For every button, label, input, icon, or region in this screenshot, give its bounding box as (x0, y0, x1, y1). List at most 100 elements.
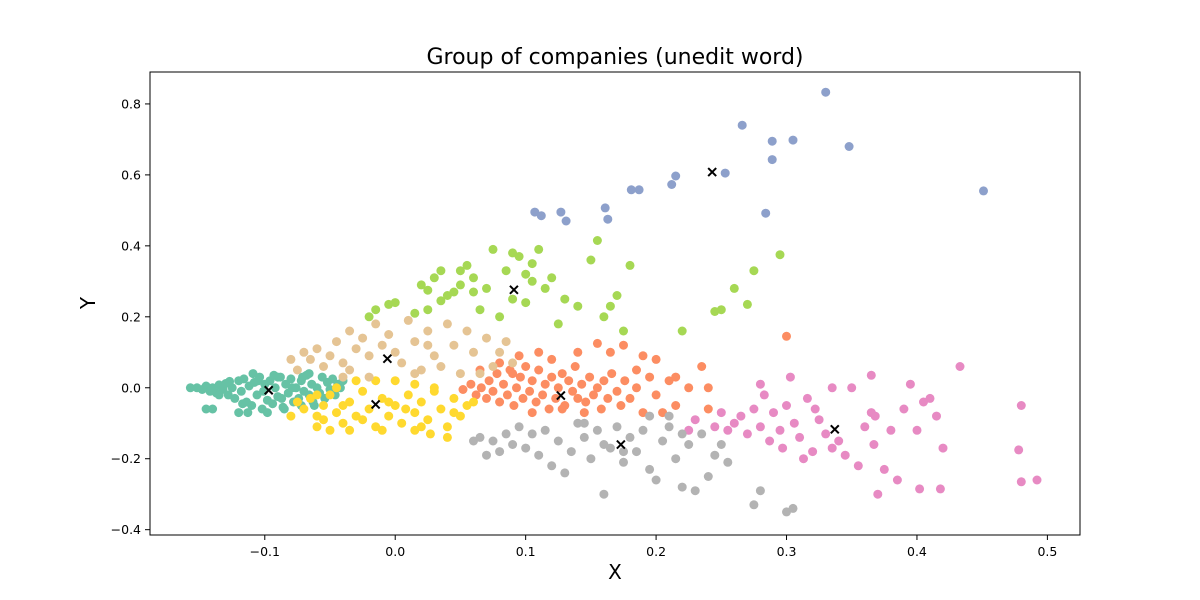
data-point (416, 280, 426, 290)
data-point (371, 305, 381, 315)
centroid-marker (509, 285, 519, 295)
data-point (785, 372, 795, 382)
data-point (869, 440, 879, 449)
data-point (397, 358, 407, 368)
data-point (873, 489, 883, 499)
data-point (645, 372, 655, 382)
data-point (795, 432, 805, 442)
data-point (455, 266, 465, 276)
data-point (616, 401, 626, 410)
data-point (423, 340, 433, 350)
data-point (208, 404, 218, 414)
y-axis-label: Y (76, 296, 100, 310)
data-point (488, 244, 498, 254)
data-point (619, 457, 628, 467)
data-point (551, 393, 561, 403)
data-point (603, 214, 613, 224)
data-point (677, 326, 687, 336)
data-point (775, 250, 785, 260)
data-point (436, 362, 446, 371)
data-point (358, 333, 368, 343)
data-point (573, 347, 583, 357)
data-point (410, 369, 420, 379)
data-point (778, 443, 788, 453)
data-point (509, 401, 519, 410)
data-point (769, 408, 778, 418)
data-point (710, 450, 720, 460)
data-point (810, 404, 820, 414)
data-point (632, 383, 641, 393)
data-point (844, 142, 854, 151)
data-point (262, 408, 272, 418)
data-point (469, 397, 478, 407)
data-point (508, 369, 518, 379)
data-point (508, 358, 518, 368)
data-point (566, 447, 576, 457)
data-point (521, 362, 531, 371)
data-point (476, 383, 486, 393)
data-point (840, 450, 850, 460)
data-point (755, 379, 765, 389)
data-point (742, 299, 752, 309)
data-point (808, 447, 818, 457)
data-point (834, 436, 844, 446)
data-point (720, 168, 730, 178)
data-point (619, 340, 628, 350)
data-point (401, 404, 411, 414)
data-point (782, 331, 791, 341)
data-point (612, 422, 622, 432)
data-point (518, 393, 528, 403)
data-point (915, 484, 925, 494)
data-point (521, 443, 531, 453)
data-point (345, 397, 355, 407)
data-point (225, 376, 235, 386)
data-point (458, 385, 468, 394)
data-point (214, 390, 224, 400)
data-point (620, 376, 630, 386)
data-point (697, 362, 707, 371)
data-point (589, 390, 598, 400)
data-point (585, 372, 595, 382)
x-tick-label: 0.0 (385, 544, 405, 559)
data-point (716, 408, 726, 418)
x-tick-label: 0.5 (1037, 544, 1057, 559)
y-axis-ticks: −0.4 −0.2 0.0 0.2 0.4 0.6 0.8 (111, 96, 150, 537)
data-point (384, 330, 394, 339)
data-point (514, 422, 524, 432)
data-point (449, 408, 459, 418)
data-point (338, 372, 348, 382)
data-point (802, 393, 812, 403)
data-point (442, 422, 452, 432)
data-point (579, 432, 589, 442)
data-point (410, 337, 420, 347)
data-point (761, 208, 771, 218)
data-point (632, 365, 641, 375)
data-point (775, 425, 785, 435)
data-point (534, 244, 544, 254)
centroid-marker (370, 399, 381, 410)
data-point (710, 422, 720, 432)
data-point (860, 422, 870, 432)
centroid-markers (263, 167, 840, 450)
data-point (979, 186, 988, 196)
y-tick-label: −0.2 (111, 451, 141, 466)
data-point (737, 120, 747, 130)
data-point (866, 370, 876, 380)
data-point (534, 347, 544, 357)
data-point (788, 135, 798, 145)
data-point (502, 390, 512, 400)
data-point (619, 326, 628, 336)
data-point (564, 376, 574, 386)
data-point (723, 457, 733, 467)
data-point (570, 362, 580, 371)
data-point (201, 404, 211, 414)
data-point (410, 308, 420, 318)
data-point (371, 376, 381, 386)
x-tick-label: 0.4 (907, 544, 927, 559)
data-point (534, 450, 544, 460)
data-point (658, 436, 668, 446)
data-point (429, 351, 439, 361)
data-point (299, 404, 309, 414)
data-point (638, 425, 648, 435)
data-point (599, 312, 609, 322)
